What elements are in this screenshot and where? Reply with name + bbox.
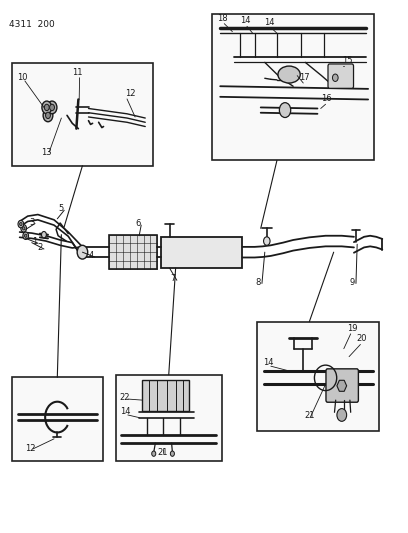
Text: 13: 13: [41, 148, 52, 157]
Text: 8: 8: [256, 278, 261, 287]
Circle shape: [50, 104, 55, 111]
Text: 21: 21: [157, 448, 168, 457]
Ellipse shape: [278, 66, 300, 83]
Text: 14: 14: [264, 18, 275, 27]
Text: 12: 12: [125, 89, 135, 98]
FancyBboxPatch shape: [328, 64, 353, 88]
Circle shape: [77, 245, 88, 259]
Circle shape: [21, 224, 27, 232]
Text: 19: 19: [347, 324, 357, 333]
Bar: [115, 375, 222, 461]
Circle shape: [43, 109, 53, 122]
Text: 10: 10: [17, 73, 27, 82]
Bar: [257, 321, 379, 431]
Text: 11: 11: [72, 68, 83, 77]
Bar: [162, 237, 242, 268]
Circle shape: [337, 409, 347, 421]
Text: 20: 20: [356, 334, 367, 343]
Text: 14: 14: [239, 16, 250, 25]
Circle shape: [171, 451, 174, 456]
Circle shape: [264, 237, 270, 245]
Circle shape: [20, 222, 22, 225]
Text: 3: 3: [29, 218, 34, 227]
Circle shape: [42, 231, 47, 238]
Bar: [11, 63, 153, 166]
Text: 15: 15: [342, 56, 352, 65]
Circle shape: [44, 104, 49, 111]
Text: 22: 22: [120, 393, 130, 402]
Text: 17: 17: [299, 73, 310, 82]
Text: 7: 7: [171, 274, 176, 284]
Text: 14: 14: [120, 407, 130, 416]
Circle shape: [42, 101, 52, 114]
Text: 21: 21: [304, 411, 315, 420]
Bar: [142, 381, 189, 411]
Text: 4311  200: 4311 200: [9, 20, 55, 29]
Circle shape: [23, 232, 29, 239]
Circle shape: [46, 112, 51, 118]
Circle shape: [47, 101, 57, 114]
Bar: [11, 377, 103, 461]
Text: 6: 6: [135, 219, 140, 228]
Bar: [109, 235, 157, 269]
Circle shape: [279, 103, 291, 117]
Text: 5: 5: [58, 205, 63, 214]
Text: 4: 4: [89, 251, 94, 260]
FancyBboxPatch shape: [326, 369, 358, 402]
Circle shape: [152, 451, 156, 456]
Text: 2: 2: [38, 243, 43, 252]
Text: 1: 1: [32, 237, 37, 246]
Circle shape: [24, 234, 27, 237]
Polygon shape: [337, 380, 347, 391]
Text: 9: 9: [350, 278, 355, 287]
Circle shape: [333, 74, 338, 82]
Bar: [212, 13, 374, 160]
Circle shape: [18, 220, 24, 228]
Text: 16: 16: [321, 94, 331, 103]
Circle shape: [22, 227, 25, 230]
Text: 12: 12: [25, 444, 35, 453]
Text: 18: 18: [217, 14, 228, 22]
Text: 14: 14: [263, 358, 273, 367]
